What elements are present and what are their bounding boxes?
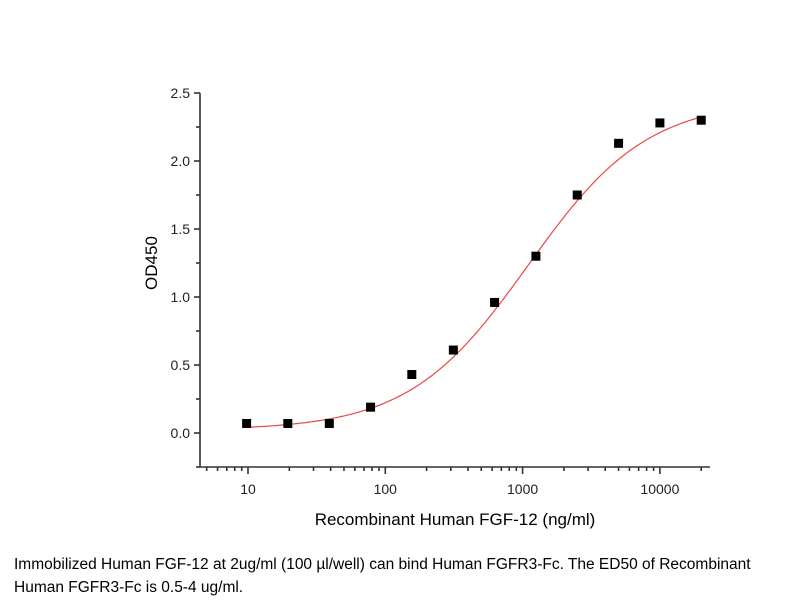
data-point [696, 115, 706, 125]
data-point [324, 418, 334, 428]
data-point [572, 190, 582, 200]
y-tick-label: 2.5 [171, 85, 191, 101]
y-tick-label: 1.5 [171, 221, 191, 237]
x-axis-label: Recombinant Human FGF-12 (ng/ml) [315, 510, 596, 529]
dose-response-chart: 0.0 0.5 1.0 1.5 2.0 2.5 10 100 1000 10000 OD450 R… [142, 85, 710, 529]
data-point [490, 297, 500, 307]
data-point [407, 370, 417, 380]
y-tick-label: 0.0 [171, 425, 191, 441]
data-point [242, 418, 252, 428]
data-points [242, 115, 706, 428]
x-tick-label: 10000 [640, 481, 679, 497]
axes: 0.0 0.5 1.0 1.5 2.0 2.5 10 100 1000 10000 [171, 85, 710, 497]
x-tick-label: 10 [240, 481, 256, 497]
data-point [531, 251, 541, 261]
data-point [655, 118, 665, 128]
fit-curve [247, 116, 702, 428]
figure-caption: Immobilized Human FGF-12 at 2ug/ml (100 … [14, 556, 751, 596]
y-tick-label: 0.5 [171, 357, 191, 373]
data-point [448, 345, 458, 355]
data-point [614, 138, 624, 148]
x-tick-label: 100 [374, 481, 398, 497]
x-tick-label: 1000 [507, 481, 538, 497]
data-point [366, 402, 376, 412]
y-tick-label: 2.0 [171, 153, 191, 169]
y-axis-label: OD450 [142, 236, 161, 290]
y-tick-label: 1.0 [171, 289, 191, 305]
data-point [283, 418, 293, 428]
